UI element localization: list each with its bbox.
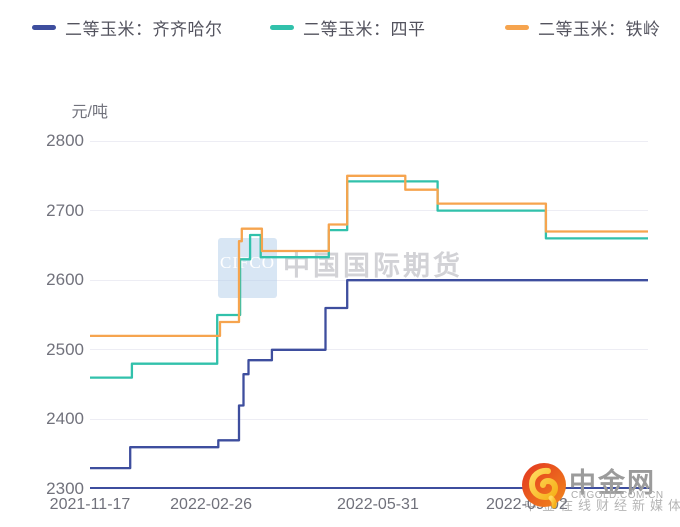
legend-line-swatch xyxy=(32,24,56,30)
brand-domain: CNGOLD.COM.CN xyxy=(571,490,664,501)
brand-tagline: 中金在线财经新媒体 xyxy=(524,498,680,513)
y-tick-2300: 2300 xyxy=(46,479,84,498)
series-line-2 xyxy=(90,174,648,338)
gridline-2500 xyxy=(90,349,648,351)
brand-name: 中金网 xyxy=(569,468,656,498)
x-tick-2022-05-31: 2022-05-31 xyxy=(337,496,419,513)
cifco-watermark-badge xyxy=(218,238,277,298)
legend-label: 二等玉米：齐齐哈尔 xyxy=(65,19,223,39)
y-axis-unit: 元/吨 xyxy=(71,104,108,121)
y-tick-2600: 2600 xyxy=(46,270,84,290)
y-tick-2500: 2500 xyxy=(46,339,84,359)
legend-item-tieling[interactable]: 二等玉米：铁岭 xyxy=(505,16,661,39)
cngold-logo-icon xyxy=(521,460,567,517)
legend-line-swatch xyxy=(270,24,294,30)
legend-label: 二等玉米：铁岭 xyxy=(538,19,661,39)
plot-area: CIFCO 中国国际期货 xyxy=(90,140,651,489)
gridline-2800 xyxy=(90,140,648,142)
x-tick-2022-02-26: 2022-02-26 xyxy=(170,496,252,513)
y-tick-2700: 2700 xyxy=(46,200,84,220)
legend-line-swatch xyxy=(505,24,529,30)
gridline-2400 xyxy=(90,418,648,420)
y-axis-tick-labels: 2300 2400 2500 2600 2700 2800 xyxy=(18,131,84,498)
legend-label: 二等玉米：四平 xyxy=(303,19,426,39)
gridline-2700 xyxy=(90,210,648,212)
y-tick-2800: 2800 xyxy=(46,131,84,150)
line-series-canvas xyxy=(90,174,651,489)
legend-item-qiqihar[interactable]: 二等玉米：齐齐哈尔 xyxy=(32,16,223,39)
legend-item-siping[interactable]: 二等玉米：四平 xyxy=(270,16,426,39)
series-line-1 xyxy=(90,180,648,379)
series-line-0 xyxy=(90,279,648,470)
x-axis-tick-labels: 2021-11-17 2022-02-26 2022-05-31 2022-09-02 xyxy=(50,496,648,518)
x-tick-2021-11-17: 2021-11-17 xyxy=(49,496,131,513)
y-tick-2400: 2400 xyxy=(46,409,84,429)
watermark-text: 中国国际期货 xyxy=(283,251,463,281)
